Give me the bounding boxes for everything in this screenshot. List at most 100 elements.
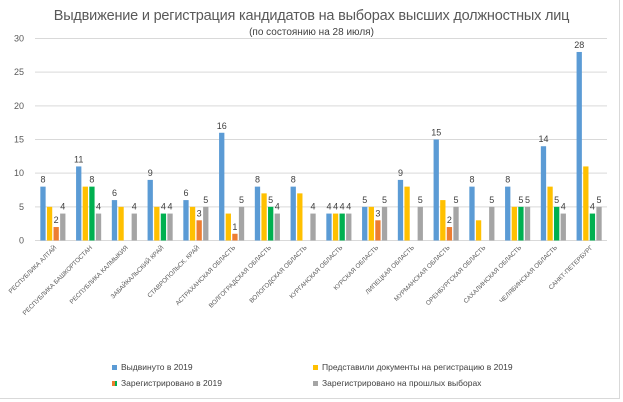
- data-label: 5: [525, 195, 530, 205]
- chart-title: Выдвижение и регистрация кандидатов на в…: [53, 8, 570, 24]
- data-label: 8: [469, 175, 474, 185]
- bar: [238, 206, 245, 241]
- gridlines: [35, 38, 607, 241]
- bar: [254, 186, 261, 241]
- data-label: 6: [112, 188, 117, 198]
- data-label: 4: [275, 202, 280, 212]
- data-label: 4: [132, 202, 137, 212]
- bar: [118, 206, 124, 241]
- bar: [505, 186, 511, 241]
- bar: [326, 213, 332, 241]
- bar: [290, 186, 296, 241]
- legend-swatch-blue: [112, 364, 117, 370]
- data-label: 4: [168, 202, 173, 212]
- data-label: 15: [431, 128, 441, 138]
- y-tick-label: 20: [14, 101, 24, 111]
- bar: [540, 146, 547, 241]
- data-label: 5: [239, 195, 244, 205]
- legend-label: Выдвинуто в 2019: [121, 362, 193, 372]
- data-label: 8: [255, 175, 260, 185]
- x-tick-label: ВОЛОГОДСКАЯ ОБЛАСТЬ: [248, 244, 308, 304]
- bar: [583, 166, 589, 241]
- data-label: 5: [203, 195, 208, 205]
- y-tick-label: 15: [14, 135, 24, 145]
- data-label: 14: [538, 134, 548, 144]
- data-label: 8: [505, 175, 510, 185]
- bar: [268, 206, 274, 241]
- data-label: 3: [375, 208, 380, 218]
- bar: [368, 206, 374, 241]
- bar: [131, 213, 137, 241]
- bar: [111, 200, 118, 241]
- data-label: 1: [232, 222, 237, 232]
- bar: [232, 233, 238, 241]
- y-tick-label: 30: [14, 34, 24, 44]
- data-label: 5: [518, 195, 523, 205]
- data-label: 5: [554, 195, 559, 205]
- x-tick-label: ВОЛГОГРАДСКАЯ ОБЛАСТЬ: [208, 244, 273, 309]
- legend-label: Зарегистрировано в 2019: [121, 378, 222, 388]
- legend-item-submitted-docs: Представили документы на регистрацию в 2…: [313, 362, 513, 372]
- bars: [40, 51, 602, 241]
- x-tick-label: ОРЕНБУРГСКАЯ ОБЛАСТЬ: [425, 244, 488, 307]
- bar: [589, 213, 596, 241]
- bar: [189, 206, 196, 241]
- bar: [511, 206, 517, 241]
- data-label: 4: [561, 202, 566, 212]
- bar: [596, 206, 602, 241]
- bar: [60, 213, 66, 241]
- data-label: 4: [311, 202, 316, 212]
- bar: [433, 139, 439, 241]
- data-label: 4: [161, 202, 166, 212]
- bar: [469, 186, 475, 241]
- bar: [524, 206, 531, 241]
- bar: [404, 186, 410, 241]
- bar: [453, 206, 459, 241]
- legend-label: Зарегистрировано на прошлых выборах: [322, 378, 482, 388]
- legend-item-registered-previous: Зарегистрировано на прошлых выборах: [313, 378, 481, 388]
- x-tick-label: АСТРАХАНСКАЯ ОБЛАСТЬ: [175, 244, 238, 307]
- bar: [297, 193, 303, 241]
- bar: [346, 213, 352, 241]
- bar: [160, 213, 167, 241]
- bar: [339, 213, 345, 241]
- bar: [46, 206, 53, 241]
- bar: [381, 206, 388, 241]
- data-label: 16: [217, 121, 227, 131]
- x-tick-label: САХАЛИНСКАЯ ОБЛАСТЬ: [463, 244, 524, 305]
- bar: [196, 220, 202, 241]
- data-label: 11: [74, 154, 83, 164]
- bar: [475, 220, 482, 241]
- bar: [332, 213, 339, 241]
- data-label: 28: [574, 40, 584, 50]
- bar: [274, 213, 280, 241]
- data-label: 5: [418, 195, 423, 205]
- bar: [554, 206, 560, 241]
- data-label: 5: [454, 195, 459, 205]
- data-label: 4: [340, 202, 345, 212]
- y-tick-label: 25: [14, 67, 24, 77]
- bar: [375, 220, 381, 241]
- data-label: 5: [268, 195, 273, 205]
- bar: [89, 186, 95, 241]
- bar: [203, 206, 209, 241]
- y-tick-label: 10: [14, 168, 24, 178]
- bar: [489, 206, 495, 241]
- data-label: 8: [40, 175, 45, 185]
- bar: [53, 227, 59, 241]
- chart-subtitle: (по состоянию на 28 июля): [249, 27, 374, 38]
- data-label: 9: [148, 168, 153, 178]
- data-label: 2: [54, 215, 59, 225]
- legend-item-registered-2019: Зарегистрировано в 2019: [112, 378, 222, 388]
- data-label: 4: [346, 202, 351, 212]
- data-label: 5: [597, 195, 602, 205]
- bar: [560, 213, 566, 241]
- x-tick-label: РЕСПУБЛИКА БАШКОРТОСТАН: [22, 244, 95, 317]
- data-label: 4: [96, 202, 101, 212]
- data-label: 5: [489, 195, 494, 205]
- data-label: 4: [326, 202, 331, 212]
- x-tick-label: ЧЕЛЯБИНСКАЯ ОБЛАСТЬ: [498, 244, 558, 304]
- data-label: 8: [291, 175, 296, 185]
